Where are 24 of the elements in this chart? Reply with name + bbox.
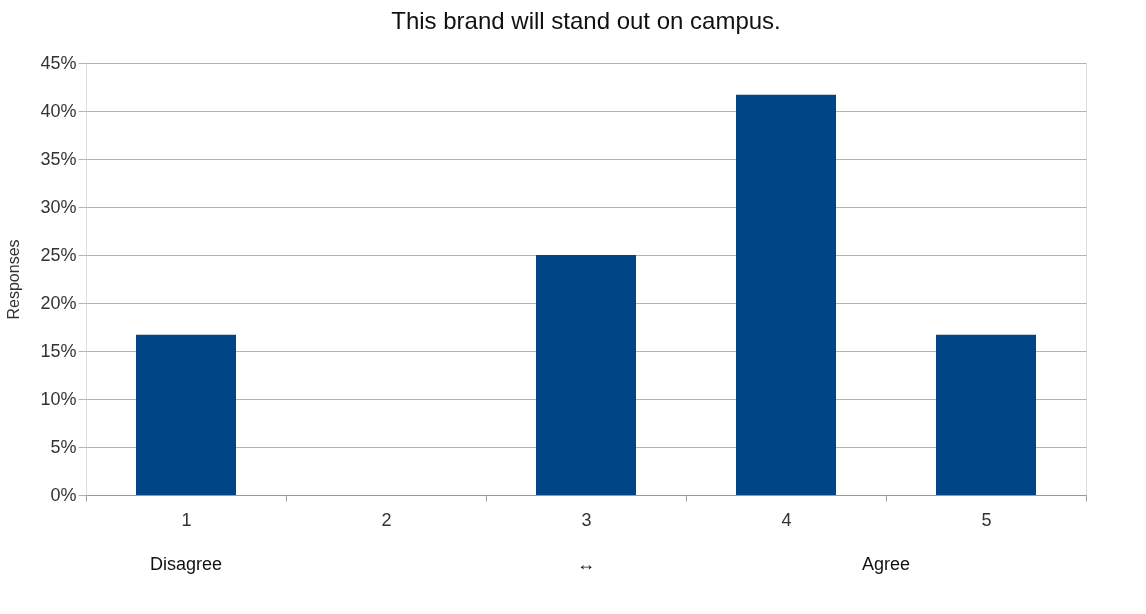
y-tick-label: 45% (40, 52, 77, 73)
y-tick-label: 10% (40, 388, 77, 409)
bar (936, 334, 1036, 495)
text: ↔ (577, 554, 595, 574)
x-tick-label: 4 (781, 509, 792, 530)
x-tick-label: 1 (181, 509, 192, 530)
bar (736, 94, 836, 495)
bar (136, 334, 236, 495)
y-tick-label: 20% (40, 292, 77, 313)
text: Disagree (149, 554, 223, 574)
y-axis-title: Responses (5, 239, 23, 320)
text: Agree (861, 554, 911, 574)
y-tick-label: 25% (40, 244, 77, 265)
y-tick-label: 35% (40, 148, 77, 169)
y-tick-label: 30% (40, 196, 77, 217)
x-tick-label: 3 (581, 509, 592, 530)
x-tick-label: 2 (381, 509, 392, 530)
bar (536, 255, 636, 495)
chart-title: This brand will stand out on campus. (391, 7, 781, 34)
y-tick-label: 0% (50, 484, 77, 505)
y-tick-label: 40% (40, 100, 77, 121)
y-tick-label: 5% (50, 436, 77, 457)
x-tick-label: 5 (981, 509, 992, 530)
y-tick-label: 15% (40, 340, 77, 361)
